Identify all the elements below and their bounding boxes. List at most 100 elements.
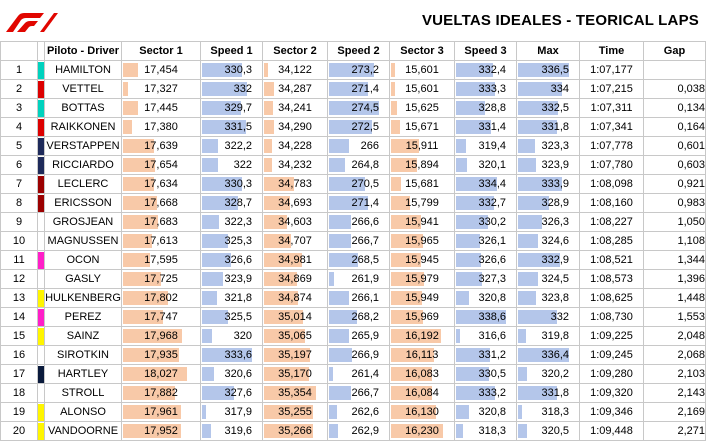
cell-value: 268,2 <box>351 311 379 323</box>
data-bar <box>264 405 313 419</box>
data-bar <box>518 424 528 438</box>
cell-value: 17,725 <box>144 273 178 285</box>
data-bar <box>456 386 495 400</box>
cell-sp2: 272,5 <box>327 117 390 137</box>
cell-value: 266 <box>360 140 379 152</box>
team-color-cell <box>37 269 45 289</box>
cell-value: 321,8 <box>224 292 252 304</box>
data-bar <box>123 272 162 286</box>
cell-value: 334 <box>550 83 569 95</box>
cell-value: 17,454 <box>144 64 178 76</box>
data-bar <box>391 120 401 134</box>
cell-s3: 15,911 <box>389 136 455 156</box>
cell-s3: 16,083 <box>389 364 455 384</box>
position-cell: 5 <box>0 136 38 156</box>
cell-sp2: 270,5 <box>327 174 390 194</box>
driver-name-cell: GASLY <box>44 269 122 289</box>
cell-value: 262,9 <box>351 425 379 437</box>
cell-value: 333,3 <box>478 83 506 95</box>
driver-name-cell: HULKENBERG <box>44 288 122 308</box>
data-bar <box>123 329 182 343</box>
cell-sp2: 266,7 <box>327 231 390 251</box>
col-header-pos <box>0 41 38 61</box>
cell-value: 17,961 <box>144 406 178 418</box>
data-bar <box>391 405 436 419</box>
data-bar <box>391 253 422 267</box>
cell-sp1: 322,2 <box>200 136 263 156</box>
cell-value: 17,802 <box>144 292 178 304</box>
data-bar <box>518 348 569 362</box>
cell-value: 16,083 <box>405 368 439 380</box>
data-bar <box>123 82 128 96</box>
team-color-swatch <box>38 156 44 174</box>
cell-value: 268,5 <box>351 254 379 266</box>
col-header-max: Max <box>516 41 580 61</box>
time-cell: 1:09,448 <box>579 421 644 441</box>
cell-s3: 16,084 <box>389 383 455 403</box>
data-bar <box>202 310 229 324</box>
data-bar <box>329 329 349 343</box>
cell-value: 17,935 <box>144 349 178 361</box>
cell-value: 316,6 <box>478 330 506 342</box>
cell-value: 35,255 <box>278 406 312 418</box>
cell-sp1: 331,5 <box>200 117 263 137</box>
cell-value: 319,8 <box>541 330 569 342</box>
data-bar <box>264 82 275 96</box>
data-bar <box>264 177 294 191</box>
data-bar <box>264 386 317 400</box>
cell-value: 17,968 <box>144 330 178 342</box>
cell-value: 328,7 <box>224 197 252 209</box>
driver-name-cell: RAIKKONEN <box>44 117 122 137</box>
time-cell: 1:08,098 <box>579 174 644 194</box>
data-bar <box>329 177 365 191</box>
cell-max: 323,8 <box>516 288 580 308</box>
data-bar <box>391 234 423 248</box>
cell-value: 16,084 <box>405 387 439 399</box>
gap-cell: 2,143 <box>643 383 706 403</box>
data-bar <box>391 424 444 438</box>
position-cell: 8 <box>0 193 38 213</box>
cell-s1: 18,027 <box>121 364 201 384</box>
team-color-swatch <box>38 270 44 288</box>
cell-value: 266,9 <box>351 349 379 361</box>
cell-value: 35,065 <box>278 330 312 342</box>
team-color-cell <box>37 231 45 251</box>
cell-s1: 17,654 <box>121 155 201 175</box>
cell-value: 319,4 <box>478 140 506 152</box>
cell-sp3: 338,6 <box>454 307 517 327</box>
cell-s1: 17,725 <box>121 269 201 289</box>
data-bar <box>202 291 218 305</box>
team-color-cell <box>37 174 45 194</box>
cell-sp3: 332,7 <box>454 193 517 213</box>
data-bar <box>123 63 139 77</box>
cell-s3: 15,625 <box>389 98 455 118</box>
gap-cell: 2,068 <box>643 345 706 365</box>
position-cell: 10 <box>0 231 38 251</box>
table-row: 5 VERSTAPPEN 17,639 322,2 34,228 266 15,911 319… <box>0 136 706 156</box>
cell-s2: 35,354 <box>262 383 328 403</box>
cell-s1: 17,961 <box>121 402 201 422</box>
cell-value: 17,445 <box>144 102 178 114</box>
table-row: 15 SAINZ 17,968 320 35,065 265,9 16,192 316,6 31… <box>0 326 706 346</box>
data-bar <box>391 63 395 77</box>
cell-value: 322,2 <box>224 140 252 152</box>
data-bar <box>391 196 411 210</box>
cell-value: 264,8 <box>351 159 379 171</box>
cell-value: 327,3 <box>478 273 506 285</box>
team-color-swatch <box>38 61 44 79</box>
position-cell: 6 <box>0 155 38 175</box>
cell-value: 329,7 <box>224 102 252 114</box>
cell-value: 15,601 <box>405 64 439 76</box>
cell-value: 330,3 <box>224 178 252 190</box>
position-cell: 2 <box>0 79 38 99</box>
data-bar <box>202 120 246 134</box>
data-bar <box>123 120 133 134</box>
cell-sp3: 320,8 <box>454 288 517 308</box>
table-row: 16 SIROTKIN 17,935 333,6 35,197 266,9 16,113 33… <box>0 345 706 365</box>
team-color-cell <box>37 345 45 365</box>
cell-value: 318,3 <box>478 425 506 437</box>
cell-s2: 34,603 <box>262 212 328 232</box>
data-bar <box>518 310 558 324</box>
gap-cell: 0,601 <box>643 136 706 156</box>
cell-value: 320,6 <box>224 368 252 380</box>
